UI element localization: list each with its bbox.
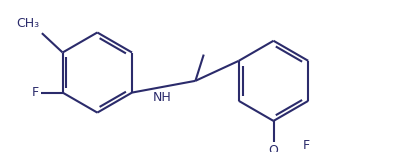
Text: O: O	[269, 144, 278, 152]
Text: CH₃: CH₃	[17, 17, 40, 30]
Text: F: F	[31, 86, 38, 99]
Text: NH: NH	[153, 91, 172, 104]
Text: F: F	[303, 139, 310, 152]
